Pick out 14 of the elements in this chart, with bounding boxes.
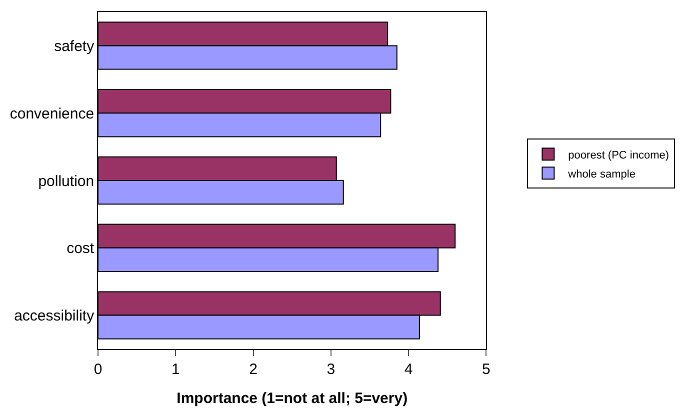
y-tick-label: pollution: [38, 172, 94, 190]
y-tick-label: cost: [66, 240, 95, 258]
x-tick-label: 1: [172, 361, 180, 378]
x-axis-title: Importance (1=not at all; 5=very): [176, 390, 408, 407]
y-tick-label: accessibility: [14, 308, 95, 325]
y-tick-label: safety: [54, 38, 95, 55]
x-tick-label: 4: [404, 361, 413, 378]
x-tick-label: 0: [94, 361, 102, 378]
x-tick-label: 5: [482, 361, 490, 378]
y-tick-label: convenience: [10, 105, 94, 122]
legend-label: whole sample: [567, 168, 636, 180]
x-tick-label: 3: [326, 361, 336, 378]
x-tick-label: 2: [249, 361, 258, 378]
legend-label: poorest (PC income): [568, 149, 670, 162]
